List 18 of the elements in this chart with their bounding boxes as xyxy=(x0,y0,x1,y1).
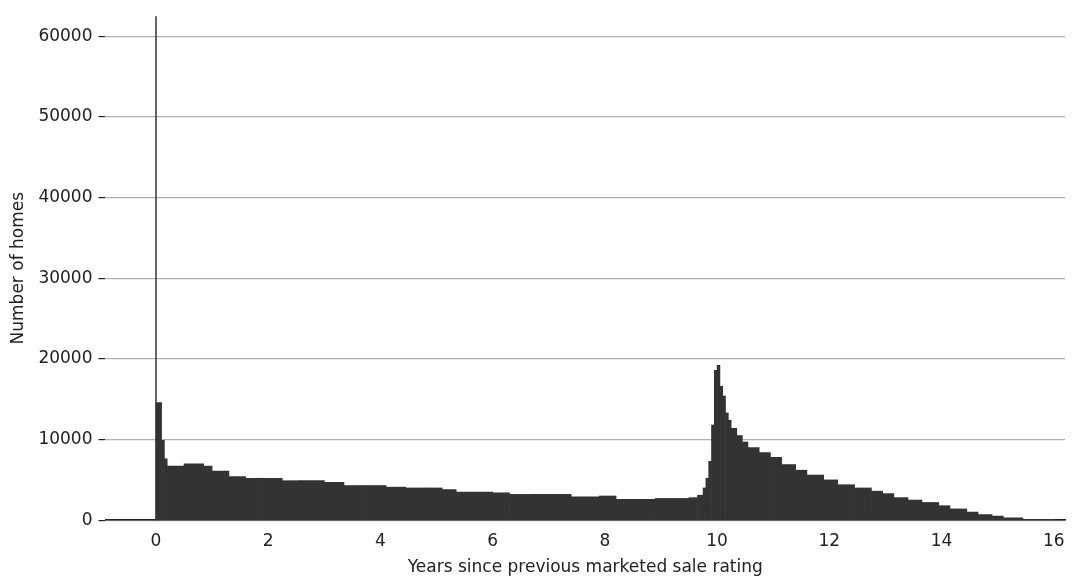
y-tick-label: 0 xyxy=(81,508,93,529)
y-tick-label: 30000 xyxy=(38,266,93,287)
x-tick-label: 6 xyxy=(487,529,499,550)
x-tick-label: 8 xyxy=(599,529,611,550)
x-axis-title: Years since previous marketed sale rating xyxy=(406,556,763,577)
x-tick-label: 16 xyxy=(1042,529,1065,550)
x-tick-label: 4 xyxy=(375,529,386,550)
x-tick-label: 2 xyxy=(262,529,274,550)
x-tick-label: 14 xyxy=(930,529,953,550)
y-tick-label: 10000 xyxy=(38,427,93,448)
x-tick-label: 12 xyxy=(818,529,841,550)
y-tick-label: 60000 xyxy=(38,24,93,45)
y-tick-label: 40000 xyxy=(38,186,93,207)
y-axis-title: Number of homes xyxy=(6,191,27,345)
x-tick-label: 0 xyxy=(150,529,162,550)
y-tick-label: 20000 xyxy=(38,347,93,368)
y-tick-label: 50000 xyxy=(38,105,93,126)
x-tick-label: 10 xyxy=(706,529,728,550)
